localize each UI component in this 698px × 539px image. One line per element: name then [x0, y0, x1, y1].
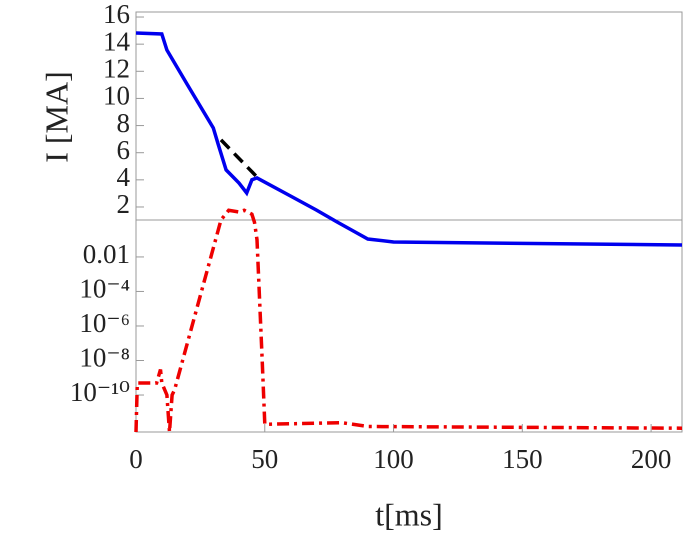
x-tick-label: 0: [129, 444, 143, 474]
top-frame: [135, 11, 683, 221]
x-tick-label: 100: [373, 444, 414, 474]
y-tick-label: 10: [103, 81, 130, 111]
y-tick-label: 10⁻⁸: [79, 343, 130, 373]
y-tick-label: 2: [117, 189, 131, 219]
y-tick-label: 10⁻⁶: [79, 308, 130, 338]
y-tick-label: 16: [103, 0, 130, 29]
y-tick-label: 10⁻¹⁰: [70, 377, 130, 407]
series-line: [135, 31, 683, 247]
y-axis-label: I [MA]: [38, 71, 74, 163]
bottom-frame: [135, 219, 683, 433]
y-tick-label: 12: [103, 53, 130, 83]
x-axis-label: t[ms]: [375, 496, 443, 532]
x-tick-label: 50: [251, 444, 278, 474]
y-tick-label: 8: [117, 108, 131, 138]
y-tick-label: 0.01: [83, 239, 130, 269]
y-tick-label: 6: [117, 135, 131, 165]
series-line: [134, 208, 683, 433]
y-tick-label: 10⁻⁴: [79, 274, 130, 304]
x-tick-label: 150: [502, 444, 543, 474]
series-line: [219, 138, 259, 179]
x-tick-label: 200: [631, 444, 672, 474]
y-tick-label: 14: [103, 26, 131, 56]
y-tick-label: 4: [117, 162, 131, 192]
